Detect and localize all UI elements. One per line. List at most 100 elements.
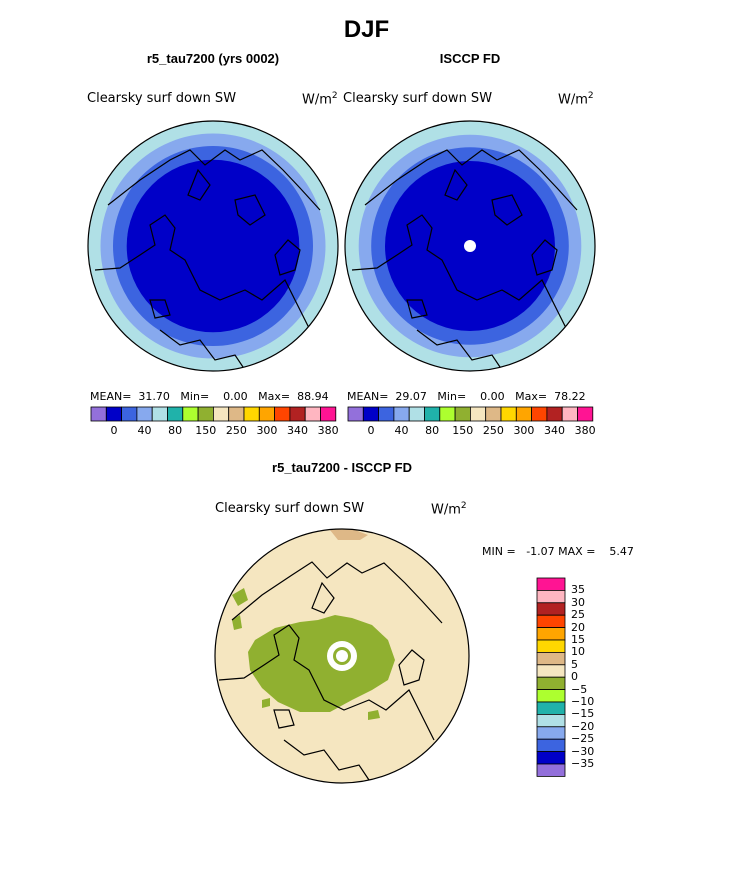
panel2-colorbar-box-9 <box>485 406 502 422</box>
panel3-colorbar-box-0 <box>536 577 566 591</box>
panel3-colorbar-box-3 <box>536 614 566 629</box>
panel3-colorbar-box-9 <box>536 689 566 703</box>
panel3-units-label: W/m2 <box>431 501 467 518</box>
panel2-title: ISCCP FD <box>439 51 501 66</box>
panel3-colorbar-tick-1: 30 <box>571 595 585 609</box>
panel3-colorbar-box-5 <box>536 639 566 653</box>
panel3-colorbar <box>536 577 566 777</box>
panel3-anomaly-0 <box>248 615 395 712</box>
panel3-colorbar-box-13 <box>536 738 566 753</box>
panel2-colorbar-box-0 <box>347 406 364 422</box>
panel3-colorbar-tick-0: 35 <box>571 583 585 597</box>
panel1-coastlines <box>94 149 321 371</box>
panel1-colorbar-box-10 <box>243 406 260 422</box>
panel1-colorbar-box-1 <box>105 406 123 422</box>
panel1-units-label: W/m2 <box>302 91 338 108</box>
panel3-colorbar-box-7 <box>536 664 566 678</box>
panel3-colorbar-tick-7: 0 <box>571 670 578 684</box>
panel1-colorbar-tick-7: 380 <box>317 424 339 437</box>
panel2-colorbar-tick-5: 300 <box>513 424 535 437</box>
panel2-colorbar-box-11 <box>515 406 532 422</box>
panel3-variable-label: Clearsky surf down SW <box>215 501 365 516</box>
panel3-colorbar-box-15 <box>536 763 566 777</box>
panel3-colorbar-box-1 <box>536 590 566 604</box>
panel2-colorbar-box-1 <box>362 406 379 422</box>
panel1-stats: MEAN= 31.70 Min= 0.00 Max= 88.94 <box>90 390 329 403</box>
panel2-variable-label: Clearsky surf down SW <box>343 91 493 106</box>
panel2-colorbar-box-10 <box>500 406 517 422</box>
panel2-colorbar-tick-3: 150 <box>452 424 474 437</box>
panel2-colorbar-box-2 <box>378 406 395 422</box>
panel3-anomaly-4 <box>368 710 380 720</box>
panel3-colorbar-tick-3: 20 <box>571 620 585 634</box>
panel3-colorbar-tick-14: −35 <box>571 757 595 770</box>
panel1-map <box>87 120 339 372</box>
panel1-colorbar-tick-3: 150 <box>195 424 217 437</box>
panel3-colorbar-tick-2: 25 <box>571 608 585 622</box>
panel3-stats: MIN = -1.07 MAX = 5.47 <box>482 545 634 558</box>
panel3-colorbar-box-12 <box>536 726 566 740</box>
panel3-colorbar-tick-6: 5 <box>571 657 578 671</box>
panel3-colorbar-tick-13: −30 <box>571 744 595 758</box>
panel1-colorbar-tick-2: 80 <box>168 424 183 437</box>
panel3-pole-ring-inner <box>336 650 348 662</box>
panel1-colorbar-box-3 <box>136 406 153 422</box>
panel1-colorbar-tick-1: 40 <box>137 424 152 437</box>
panel1-colorbar-box-9 <box>228 406 245 422</box>
panel1-colorbar-box-12 <box>274 406 291 422</box>
panel3-map <box>214 528 470 784</box>
panel3-colorbar-tick-8: −5 <box>571 682 588 696</box>
panel3-colorbar-box-8 <box>536 676 566 691</box>
panel3-colorbar-tick-11: −20 <box>571 719 595 733</box>
panel2-colorbar-box-8 <box>469 406 487 422</box>
panel1-colorbar-box-15 <box>320 406 337 422</box>
panel3-colorbar-box-10 <box>536 701 566 715</box>
panel3-colorbar-tick-10: −15 <box>571 707 595 721</box>
panel1-colorbar-box-7 <box>197 406 214 422</box>
panel2-colorbar-box-6 <box>439 406 456 422</box>
panel2-colorbar-box-4 <box>408 406 425 422</box>
panel1-colorbar-box-8 <box>212 406 230 422</box>
panel1-zone-3 <box>126 159 300 333</box>
panel1-colorbar-box-2 <box>121 406 138 422</box>
panel2-colorbar-box-15 <box>577 406 594 422</box>
panel2-stats: MEAN= 29.07 Min= 0.00 Max= 78.22 <box>347 390 586 403</box>
panel2-colorbar-box-13 <box>546 406 563 422</box>
panel3-colorbar-box-14 <box>536 751 566 765</box>
panel3-anomaly-1 <box>232 588 248 606</box>
panel1-colorbar-tick-5: 300 <box>256 424 278 437</box>
panel2-colorbar-tick-4: 250 <box>482 424 504 437</box>
panel2-colorbar-box-14 <box>561 406 578 422</box>
panel2-colorbar-tick-1: 40 <box>394 424 409 437</box>
panel3-colorbar-tick-4: 15 <box>571 633 585 646</box>
panel3-anomaly-2 <box>232 615 242 630</box>
panel1-colorbar-box-4 <box>151 406 168 422</box>
panel3-colorbar-tick-12: −25 <box>571 732 595 746</box>
panel2-colorbar <box>347 406 594 422</box>
panel3-colorbar-box-2 <box>536 602 566 616</box>
panel3-colorbar-box-11 <box>536 714 566 728</box>
panel3-colorbar-box-6 <box>536 652 566 666</box>
panel2-colorbar-box-12 <box>531 406 548 422</box>
panel2-pole-gap <box>464 240 476 252</box>
panel1-colorbar-tick-0: 0 <box>110 424 118 437</box>
panel3-colorbar-box-4 <box>536 627 566 641</box>
panel2-colorbar-tick-7: 380 <box>574 424 596 437</box>
panel1-colorbar-box-13 <box>289 406 306 422</box>
panel1-colorbar-box-14 <box>304 406 321 422</box>
panel3-colorbar-tick-5: 10 <box>571 645 585 659</box>
panel2-colorbar-tick-0: 0 <box>367 424 375 437</box>
panel3-anomaly-3 <box>262 698 270 708</box>
panel2-colorbar-box-5 <box>424 406 441 422</box>
page-title: DJF <box>343 16 390 43</box>
panel1-variable-label: Clearsky surf down SW <box>87 91 237 106</box>
panel2-colorbar-box-7 <box>454 406 471 422</box>
panel3-title: r5_tau7200 - ISCCP FD <box>272 460 412 475</box>
panel1-colorbar-box-5 <box>167 406 184 422</box>
panel3-anomaly-regions <box>232 529 395 720</box>
panel3-colorbar-tick-9: −10 <box>571 695 595 708</box>
panel2-colorbar-tick-6: 340 <box>544 424 566 437</box>
panel1-colorbar <box>90 406 337 422</box>
panel2-colorbar-box-3 <box>393 406 410 422</box>
